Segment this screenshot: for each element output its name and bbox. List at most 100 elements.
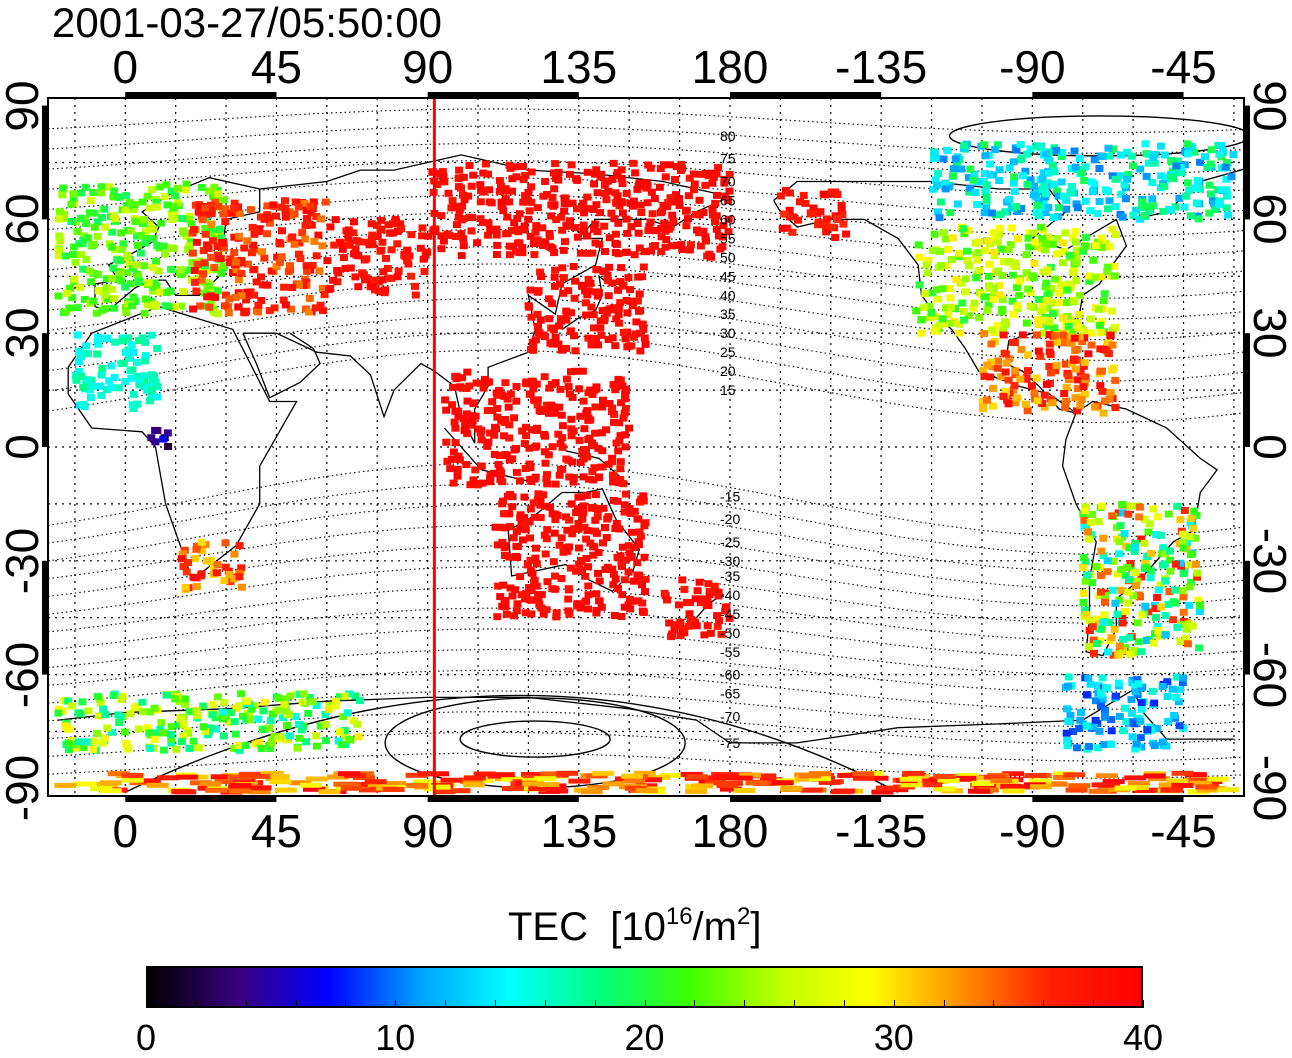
tec-pixel bbox=[486, 226, 495, 234]
tec-pixel bbox=[549, 558, 558, 566]
tec-pixel bbox=[144, 279, 153, 287]
tec-pixel bbox=[467, 227, 476, 235]
tec-pixel bbox=[277, 253, 286, 261]
tec-pixel bbox=[1060, 192, 1069, 200]
tec-pixel bbox=[1147, 549, 1156, 557]
tec-pixel bbox=[230, 205, 238, 212]
tec-pixel bbox=[1046, 351, 1055, 358]
tec-pixel bbox=[583, 291, 592, 299]
tec-pixel bbox=[640, 522, 649, 530]
tec-pixel bbox=[504, 403, 513, 411]
tec-pixel bbox=[1049, 213, 1058, 221]
tec-pixel bbox=[248, 789, 271, 795]
tec-pixel bbox=[965, 312, 974, 320]
tec-pixel bbox=[670, 626, 679, 634]
tec-pixel bbox=[534, 323, 542, 330]
tec-pixel bbox=[451, 233, 460, 240]
tec-pixel bbox=[244, 260, 252, 268]
tec-pixel bbox=[1008, 297, 1017, 305]
axis-tick-label: -45 bbox=[1150, 805, 1217, 857]
tec-pixel bbox=[276, 203, 285, 211]
tec-pixel bbox=[534, 596, 543, 604]
tec-pixel bbox=[70, 275, 79, 283]
tec-pixel bbox=[196, 264, 205, 272]
tec-pixel bbox=[453, 203, 462, 211]
tec-pixel bbox=[93, 218, 102, 226]
tec-pixel bbox=[90, 209, 99, 217]
tec-pixel bbox=[979, 367, 988, 375]
tec-pixel bbox=[1010, 173, 1019, 181]
tec-pixel bbox=[1097, 547, 1106, 555]
tec-pixel bbox=[490, 470, 499, 477]
tec-pixel bbox=[283, 736, 292, 744]
tec-pixel bbox=[67, 218, 76, 225]
tec-pixel bbox=[628, 302, 637, 310]
tec-pixel bbox=[76, 283, 85, 291]
tec-pixel bbox=[590, 180, 599, 188]
tec-pixel bbox=[1001, 368, 1010, 376]
colorbar-minor-tick bbox=[494, 1000, 496, 1008]
tec-pixel bbox=[551, 480, 560, 488]
tec-pixel bbox=[460, 779, 482, 785]
coastline bbox=[242, 332, 321, 399]
tec-pixel bbox=[1080, 177, 1089, 184]
tec-pixel bbox=[213, 561, 222, 569]
tec-pixel bbox=[258, 725, 267, 733]
tec-pixel bbox=[107, 384, 116, 392]
tec-pixel bbox=[1161, 787, 1184, 793]
tec-pixel bbox=[521, 595, 530, 603]
tec-pixel bbox=[1034, 347, 1043, 355]
tec-pixel bbox=[567, 161, 576, 169]
tec-pixel bbox=[448, 197, 457, 205]
tec-pixel bbox=[273, 253, 282, 261]
tec-pixel bbox=[58, 191, 67, 199]
tec-pixel bbox=[1033, 201, 1042, 209]
tec-pixel bbox=[508, 503, 517, 511]
tec-pixel bbox=[373, 221, 381, 229]
tec-pixel bbox=[533, 310, 542, 318]
tec-pixel bbox=[1194, 215, 1203, 223]
tec-pixel bbox=[238, 771, 261, 777]
tec-pixel bbox=[187, 220, 196, 228]
tec-pixel bbox=[123, 254, 132, 262]
tec-pixel bbox=[518, 244, 527, 252]
tec-pixel bbox=[1184, 144, 1193, 152]
tec-pixel bbox=[608, 404, 617, 412]
tec-pixel bbox=[319, 307, 327, 315]
tec-pixel bbox=[1009, 158, 1018, 166]
tec-pixel bbox=[931, 176, 940, 184]
tec-pixel bbox=[294, 720, 303, 728]
tec-pixel bbox=[302, 738, 311, 746]
tec-pixel bbox=[536, 514, 545, 522]
tec-pixel bbox=[617, 613, 626, 620]
tec-pixel bbox=[1048, 399, 1057, 407]
tec-pixel bbox=[505, 434, 514, 442]
tec-pixel bbox=[1102, 779, 1125, 785]
tec-pixel bbox=[282, 707, 291, 715]
tec-pixel bbox=[1071, 163, 1080, 171]
tec-pixel bbox=[725, 614, 734, 622]
tec-pixel bbox=[1185, 583, 1194, 591]
tec-pixel bbox=[254, 228, 263, 236]
tec-pixel bbox=[521, 526, 530, 534]
tec-pixel bbox=[1013, 302, 1022, 310]
tec-pixel bbox=[1079, 383, 1088, 391]
colorbar-unit-mid: /m bbox=[692, 905, 737, 949]
tec-pixel bbox=[337, 741, 346, 749]
tec-pixel bbox=[122, 192, 130, 200]
tec-pixel bbox=[641, 575, 650, 583]
tec-pixel bbox=[148, 377, 157, 385]
tec-pixel bbox=[1193, 177, 1202, 185]
tec-pixel bbox=[600, 181, 609, 189]
tec-pixel bbox=[542, 606, 551, 614]
tec-pixel bbox=[1108, 225, 1117, 233]
tec-pixel bbox=[1074, 311, 1083, 319]
tec-pixel bbox=[1119, 635, 1128, 643]
tec-pixel bbox=[605, 263, 613, 271]
tec-pixel bbox=[505, 553, 514, 561]
tec-pixel bbox=[983, 306, 992, 314]
tec-pixel bbox=[139, 216, 148, 224]
tec-pixel bbox=[552, 613, 561, 621]
tec-pixel bbox=[960, 316, 969, 324]
tec-pixel bbox=[1009, 310, 1018, 318]
